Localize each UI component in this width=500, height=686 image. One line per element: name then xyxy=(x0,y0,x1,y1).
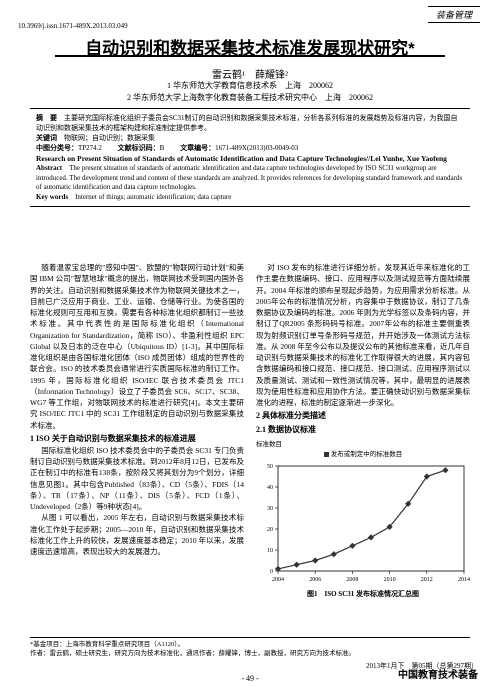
eng-authors: //Lei Yunhe, Xue Yaofeng xyxy=(366,154,447,163)
abstract-cn-label: 摘 要 xyxy=(36,114,57,122)
eng-title: Research on Present Situation of Standar… xyxy=(36,154,366,163)
eng-abs: The present situation of standards of au… xyxy=(36,164,462,191)
col1-p1: 随着温家宝总理的"感知中国"、欧盟的"物联网行动计划"和美国 IBM 公司"智慧… xyxy=(30,262,244,431)
svg-text:10: 10 xyxy=(267,548,273,554)
svg-text:40: 40 xyxy=(267,485,273,491)
eng-kw: Internet of things; automatic identifica… xyxy=(75,193,231,201)
authors: 雷云鹤¹ 薛耀锋² xyxy=(0,66,500,81)
abstract-cn: 主要研究国际标准化组织子委员会SC31制订的自动识别和数据采集技术标准，分析各系… xyxy=(36,114,458,132)
abstract-block: 摘 要 主要研究国际标准化组织子委员会SC31制订的自动识别和数据采集技术标准，… xyxy=(30,108,470,207)
section-1-heading: 1 ISO 关于自动识别与数据采集技术的标准进展 xyxy=(30,433,244,445)
svg-text:2012: 2012 xyxy=(421,577,433,583)
issue-date: 2013年1月下 第05期（总第297期） xyxy=(366,662,478,670)
clc-label: 中图分类号： xyxy=(36,144,78,152)
keywords-cn: 物联网；自动识别；数据采集 xyxy=(64,134,155,142)
column-left: 随着温家宝总理的"感知中国"、欧盟的"物联网行动计划"和美国 IBM 公司"智慧… xyxy=(30,262,244,600)
svg-text:30: 30 xyxy=(267,506,273,512)
chart-legend: 发布或制定中的标准数目 xyxy=(256,450,470,460)
clc: TP274.2 xyxy=(78,144,102,152)
chart-caption: 图1 ISO SC31 发布标准情况汇总图 xyxy=(256,589,470,600)
svg-text:2006: 2006 xyxy=(309,577,321,583)
page-number: - 49 - xyxy=(0,674,500,683)
section-header: 装备管理 xyxy=(428,6,480,23)
svg-text:50: 50 xyxy=(267,464,273,470)
svg-text:20: 20 xyxy=(267,527,273,533)
affiliation-2: 2 华东师范大学上海数字化教育装备工程技术研究中心 上海 200062 xyxy=(0,92,500,103)
title-underline xyxy=(55,55,445,57)
svg-text:0: 0 xyxy=(270,569,273,575)
col1-p3: 从图 1 可以看出，2005 年左右，自动识别与数据采集技术标准化工作处于起步期… xyxy=(30,512,244,557)
doc-code-label: 文献标识码： xyxy=(118,144,160,152)
doc-code: B xyxy=(160,144,165,152)
svg-text:2010: 2010 xyxy=(384,577,396,583)
section-2-1-heading: 2.1 数据协议标准 xyxy=(256,424,470,436)
col1-p2: 国际标准化组织 ISO 技术委员会中的子委员会 SC31 专门负责制订自动识别与… xyxy=(30,445,244,513)
art-no-label: 文章编号： xyxy=(180,144,215,152)
svg-text:2014: 2014 xyxy=(458,577,470,583)
section-2-heading: 2 具体标准分类描述 xyxy=(256,410,470,422)
doi-text: 10.3969/j.issn.1671-489X.2013.03.049 xyxy=(18,22,128,30)
keywords-cn-label: 关键词 xyxy=(36,134,57,142)
eng-kw-label: Key words xyxy=(36,193,68,201)
svg-text:2008: 2008 xyxy=(346,577,358,583)
author-bio: 作者：雷云鹤，硕士研究生，研究方向为技术标准化，通讯作者：薛耀锋，博士，副教授，… xyxy=(30,649,470,658)
art-no: 1671-489X(2013)03-0049-03 xyxy=(215,144,298,152)
svg-text:2004: 2004 xyxy=(272,577,284,583)
affiliation-1: 1 华东师范大学教育信息技术系 上海 200062 xyxy=(0,80,500,91)
eng-abs-label: Abstract xyxy=(36,164,62,172)
col2-p1: 对 ISO 发布的标准进行详细分析，发现其近年来标准化的工作主要在数据编码、接口… xyxy=(256,262,470,408)
y-axis-label: 标准数目 xyxy=(256,440,470,450)
body-columns: 随着温家宝总理的"感知中国"、欧盟的"物联网行动计划"和美国 IBM 公司"智慧… xyxy=(30,262,470,600)
column-right: 对 ISO 发布的标准进行详细分析，发现其近年来标准化的工作主要在数据编码、接口… xyxy=(256,262,470,600)
legend-text: 发布或制定中的标准数目 xyxy=(331,451,403,458)
footnote-block: *基金项目：上海市教育科学重点研究项目（A1120）。 作者：雷云鹤，硕士研究生… xyxy=(30,637,470,658)
legend-marker-icon xyxy=(324,452,329,457)
chart-svg: 0 10 20 30 40 50 2004 2006 2008 2010 2012 2014 xyxy=(256,462,470,587)
fund-note: *基金项目：上海市教育科学重点研究项目（A1120）。 xyxy=(30,640,470,649)
chart-figure-1: 标准数目 发布或制定中的标准数目 0 10 20 30 40 50 2004 2006 2008… xyxy=(256,440,470,600)
